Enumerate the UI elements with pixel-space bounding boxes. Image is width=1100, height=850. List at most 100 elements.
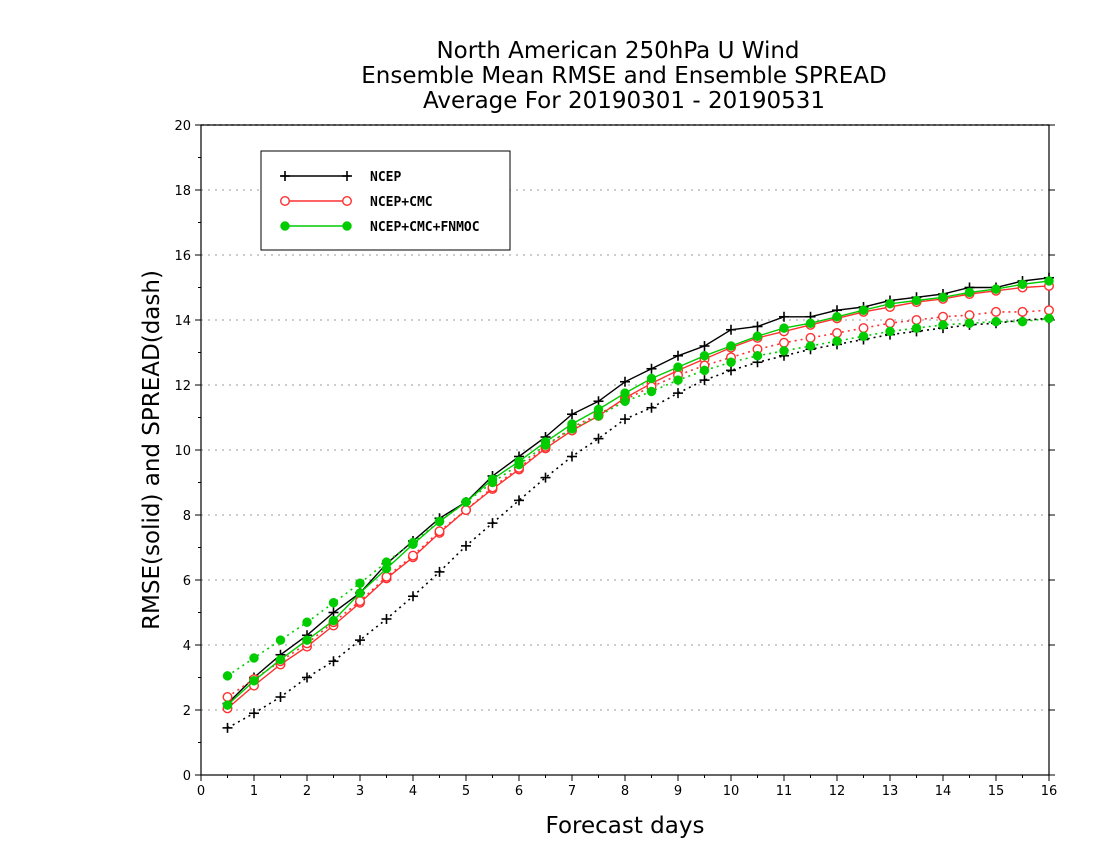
legend-item: NCEP+CMC+FNMOC: [280, 220, 480, 235]
spread-point: [461, 505, 472, 516]
spread-point: [911, 323, 922, 333]
spread-point: [832, 336, 842, 346]
x-tick-label: 6: [515, 784, 523, 799]
rmse-point: [991, 284, 1001, 294]
series-1: [222, 280, 1054, 714]
rmse-point: [938, 292, 948, 302]
legend-item: NCEP+CMC: [280, 195, 433, 210]
spread-point: [620, 414, 630, 425]
spread-point: [858, 331, 869, 341]
x-axis-label: Forecast days: [546, 813, 705, 839]
chart-title: North American 250hPa U Wind Ensemble Me…: [361, 38, 886, 114]
spread-point: [222, 722, 233, 733]
spread-point: [408, 550, 419, 561]
spread-point: [381, 614, 392, 624]
rmse-line: [227, 280, 1050, 706]
series-0: [222, 272, 1054, 733]
spread-point: [1017, 306, 1028, 317]
spread-point: [567, 451, 577, 462]
spread-point: [938, 320, 948, 330]
spread-point: [991, 316, 1001, 327]
rmse-point: [222, 700, 233, 710]
spread-point: [328, 656, 339, 667]
rmse-point: [911, 295, 922, 306]
rmse-point: [567, 409, 577, 420]
spread-point: [646, 386, 657, 397]
rmse-point: [646, 373, 657, 384]
spread-point: [1044, 313, 1054, 324]
spread-point: [275, 692, 286, 702]
y-tick-label: 18: [174, 184, 191, 199]
spread-point: [646, 402, 657, 413]
y-tick-label: 0: [183, 769, 191, 784]
spread-point: [222, 692, 233, 703]
legend-marker-left: [280, 195, 291, 206]
rmse-point: [832, 312, 842, 322]
spread-point: [222, 671, 233, 681]
spread-point: [487, 518, 498, 529]
rmse-line: [227, 277, 1050, 704]
y-tick-label: 2: [183, 704, 191, 719]
rmse-point: [673, 350, 683, 361]
series-group: [222, 272, 1054, 733]
spread-point: [938, 311, 949, 322]
spread-point: [885, 326, 895, 337]
spread-point: [540, 440, 551, 450]
rmse-point: [593, 396, 604, 407]
spread-point: [699, 375, 710, 386]
legend-marker-left: [280, 171, 290, 181]
rmse-point: [885, 299, 895, 309]
spread-point: [726, 357, 736, 367]
rmse-point: [726, 341, 736, 351]
x-tick-label: 16: [1041, 784, 1058, 799]
x-tick-label: 12: [829, 784, 846, 799]
rmse-line: [227, 285, 1050, 709]
spread-point: [832, 328, 843, 339]
y-tick-label: 20: [174, 119, 191, 134]
y-tick-label: 14: [174, 314, 191, 329]
legend-marker-right: [342, 195, 353, 206]
rmse-point: [779, 323, 789, 333]
rmse-point: [1044, 276, 1054, 286]
spread-line: [227, 317, 1050, 729]
rmse-point: [673, 362, 683, 372]
rmse-point: [275, 654, 286, 665]
spread-line: [227, 309, 1050, 698]
y-tick-label: 4: [183, 639, 191, 654]
spread-point: [355, 578, 365, 588]
spread-point: [964, 318, 975, 328]
spread-point: [991, 306, 1002, 317]
x-tick-label: 1: [250, 784, 258, 799]
spread-point: [673, 375, 683, 385]
rmse-point: [805, 318, 816, 328]
spread-point: [593, 433, 604, 444]
rmse-point: [699, 351, 710, 361]
spread-point: [699, 365, 710, 376]
x-tick-label: 15: [988, 784, 1005, 799]
spread-point: [752, 351, 763, 361]
rmse-point: [249, 676, 259, 686]
spread-point: [805, 341, 816, 351]
spread-point: [461, 540, 471, 551]
title-line-3: Average For 20190301 - 20190531: [423, 88, 825, 114]
spread-point: [355, 635, 365, 646]
axes: [195, 124, 1055, 781]
spread-point: [805, 332, 816, 343]
spread-point: [673, 388, 683, 399]
rmse-point: [355, 588, 365, 598]
spread-point: [355, 596, 366, 607]
spread-point: [858, 323, 869, 334]
rmse-point: [620, 376, 630, 387]
x-tick-label: 2: [303, 784, 311, 799]
spread-line: [227, 317, 1050, 677]
legend-label: NCEP: [370, 170, 401, 185]
y-tick-label: 6: [183, 574, 191, 589]
x-tick-label: 7: [568, 784, 576, 799]
legend-marker-left: [280, 221, 290, 231]
spread-point: [514, 495, 524, 506]
rmse-point: [858, 305, 869, 315]
legend: NCEP NCEP+CMC NCEP+CMC+FNMOC: [260, 150, 511, 251]
spread-point: [302, 617, 312, 627]
spread-point: [779, 337, 790, 348]
